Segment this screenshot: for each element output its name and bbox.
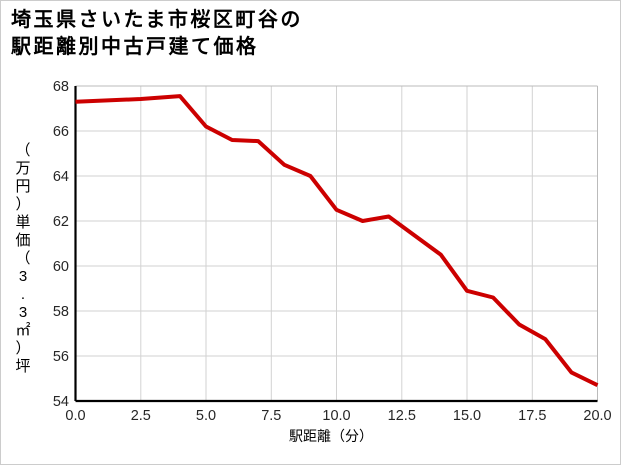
- svg-text:価: 価: [15, 232, 30, 249]
- svg-text:17.5: 17.5: [518, 408, 546, 424]
- svg-text:0.0: 0.0: [65, 408, 85, 424]
- svg-text:10.0: 10.0: [322, 408, 350, 424]
- svg-text:.: .: [21, 286, 25, 303]
- svg-text:20.0: 20.0: [583, 408, 611, 424]
- svg-text:64: 64: [53, 169, 69, 185]
- svg-text:15.0: 15.0: [453, 408, 481, 424]
- svg-text:駅距離（分）: 駅距離（分）: [289, 428, 373, 444]
- svg-text:60: 60: [53, 259, 69, 275]
- svg-text:62: 62: [53, 214, 69, 230]
- svg-text:58: 58: [53, 304, 69, 320]
- svg-text:（: （: [15, 250, 30, 267]
- svg-text:68: 68: [53, 79, 69, 95]
- svg-text:）: ）: [15, 196, 30, 213]
- svg-text:56: 56: [53, 349, 69, 365]
- svg-text:7.5: 7.5: [261, 408, 281, 424]
- svg-text:）: ）: [15, 340, 30, 357]
- svg-text:3: 3: [19, 304, 27, 321]
- svg-text:3: 3: [19, 268, 27, 285]
- svg-text:㎡: ㎡: [15, 322, 30, 339]
- svg-text:円: 円: [15, 178, 30, 195]
- svg-text:12.5: 12.5: [388, 408, 416, 424]
- svg-text:坪: 坪: [15, 358, 30, 375]
- svg-text:66: 66: [53, 124, 69, 140]
- svg-text:2.5: 2.5: [131, 408, 151, 424]
- svg-text:5.0: 5.0: [196, 408, 216, 424]
- svg-text:（: （: [15, 142, 30, 159]
- svg-text:万: 万: [15, 160, 30, 177]
- svg-text:単: 単: [15, 214, 30, 231]
